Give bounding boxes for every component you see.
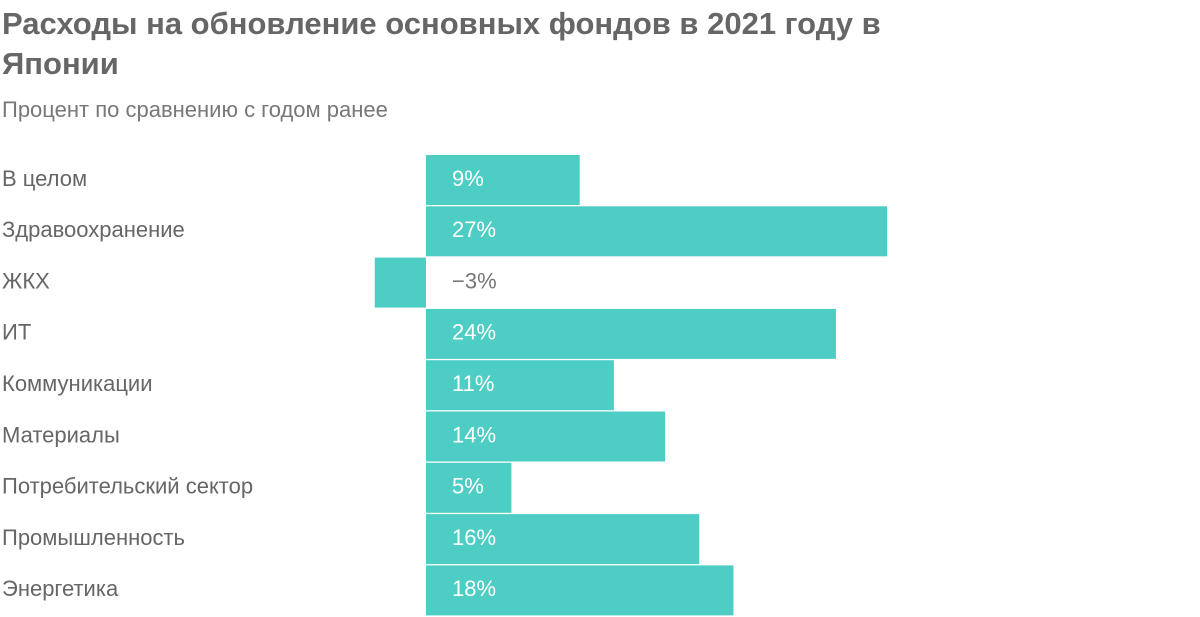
value-label: 11% — [452, 371, 494, 396]
chart-subtitle: Процент по сравнению с годом ранее — [2, 97, 388, 122]
bar — [426, 411, 666, 462]
category-label: Энергетика — [2, 576, 119, 601]
category-label: Потребительский сектор — [2, 474, 253, 499]
value-label: 5% — [452, 474, 484, 499]
value-label: 16% — [452, 525, 496, 550]
category-label: ИТ — [2, 320, 31, 345]
category-label: Здравоохранение — [2, 217, 185, 242]
value-label: 9% — [452, 166, 484, 191]
bar — [426, 565, 734, 616]
category-label: Коммуникации — [2, 371, 153, 396]
bar — [426, 514, 700, 565]
category-label: В целом — [2, 166, 87, 191]
value-label: 14% — [452, 422, 496, 447]
value-label: 27% — [452, 217, 496, 242]
bar — [374, 257, 426, 308]
bar — [426, 360, 614, 411]
value-label: 18% — [452, 576, 496, 601]
value-label: 24% — [452, 320, 496, 345]
bar — [426, 462, 512, 513]
chart-title: Расходы на обновление основных фондов в … — [2, 6, 881, 81]
category-label: ЖКХ — [2, 268, 50, 293]
bar — [426, 308, 836, 359]
bar — [426, 206, 888, 257]
value-label: −3% — [452, 268, 497, 293]
category-label: Материалы — [2, 422, 120, 447]
category-label: Промышленность — [2, 525, 185, 550]
bar — [426, 155, 580, 205]
